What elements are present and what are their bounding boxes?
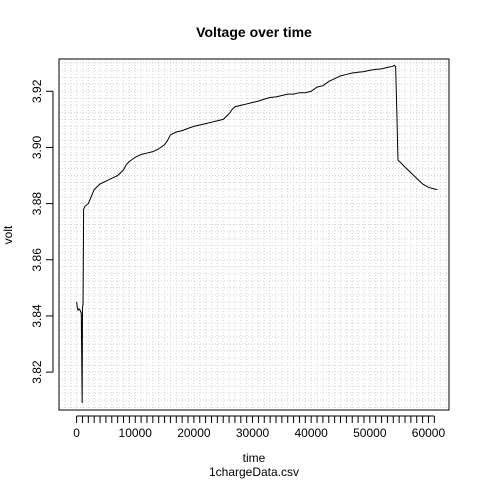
plot-frame	[58, 58, 450, 411]
y-axis: 3.82 3.84 3.86 3.88 3.90 3.92	[30, 79, 54, 384]
x-axis-label: time	[243, 451, 266, 465]
y-tick-label: 3.86	[30, 248, 44, 272]
x-tick-label: 30000	[236, 426, 270, 440]
y-tick-label: 3.88	[30, 192, 44, 216]
x-tick-label: 60000	[412, 426, 446, 440]
y-tick-label: 3.84	[30, 304, 44, 328]
x-tick-label: 10000	[119, 426, 153, 440]
x-axis: 0 10000 20000 30000 40000 50000 60000	[73, 415, 446, 440]
x-tick-label: 0	[73, 426, 80, 440]
series-line	[76, 64, 438, 403]
x-tick-label: 20000	[177, 426, 211, 440]
y-tick-label: 3.82	[30, 360, 44, 384]
y-tick-label: 3.92	[30, 79, 44, 103]
chart-title: Voltage over time	[196, 24, 312, 40]
y-axis-label: volt	[1, 225, 15, 244]
grid-lines	[58, 59, 449, 410]
x-tick-label: 40000	[294, 426, 328, 440]
chart-subtitle: 1chargeData.csv	[209, 465, 299, 479]
y-tick-label: 3.90	[30, 135, 44, 159]
series-layer	[76, 64, 438, 403]
x-tick-label: 50000	[353, 426, 387, 440]
